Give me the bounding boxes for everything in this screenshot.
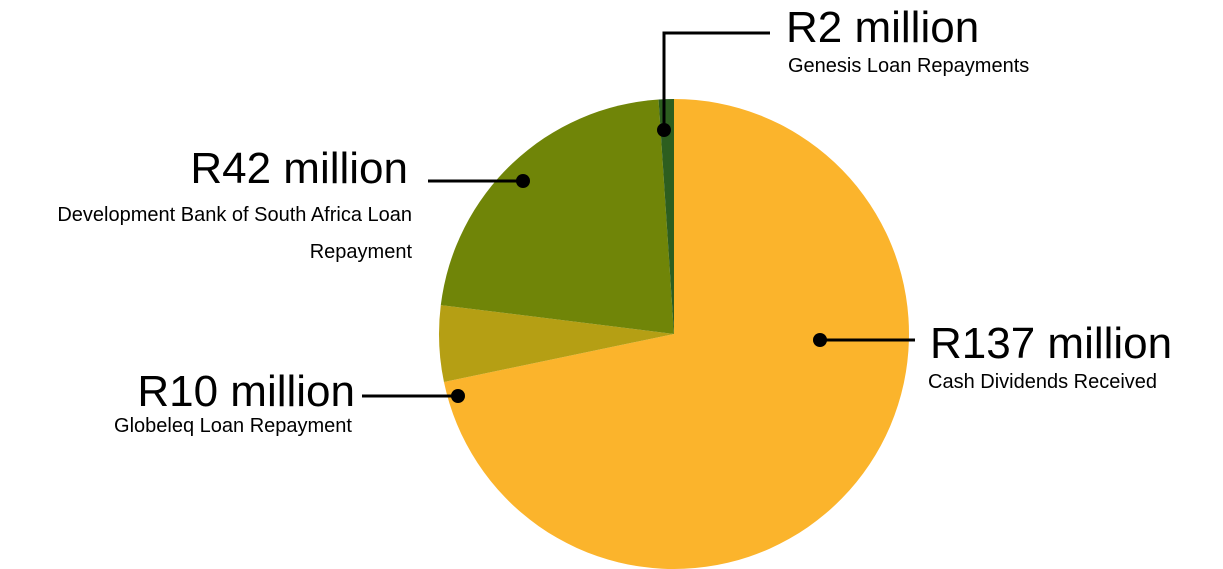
category-label: Globeleq Loan Repayment: [114, 415, 352, 437]
leader-dot: [516, 174, 530, 188]
pie-slice: [440, 99, 674, 335]
category-label: Cash Dividends Received: [928, 371, 1158, 393]
pie-slice: [658, 99, 674, 334]
value-label: R137 million: [930, 319, 1173, 368]
leader-dot: [451, 389, 465, 403]
pie-slice: [439, 305, 674, 382]
category-label: Development Bank of South Africa Loan Re…: [57, 204, 412, 263]
value-label: R10 million: [137, 367, 355, 416]
leader-dot: [657, 123, 671, 137]
pie: [439, 99, 909, 569]
value-label: R42 million: [190, 144, 408, 193]
category-label: Genesis Loan Repayments: [788, 55, 1030, 77]
value-label: R2 million: [786, 3, 980, 52]
pie-slice: [443, 99, 909, 569]
leader-dot: [813, 333, 827, 347]
leader-line: [662, 31, 770, 130]
